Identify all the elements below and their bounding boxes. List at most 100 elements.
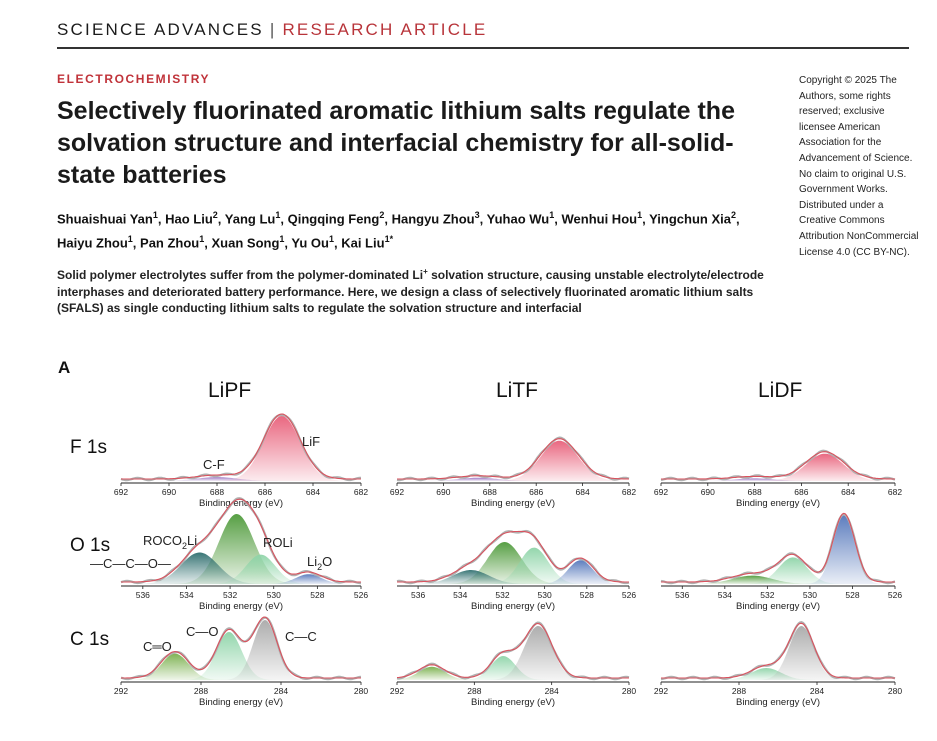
author-separator: ,: [132, 235, 141, 251]
x-tick-label: 690: [436, 487, 450, 497]
x-tick-label: 288: [467, 686, 481, 696]
annotation-ether: —C—C—O—: [90, 556, 171, 571]
x-tick-label: 528: [845, 590, 859, 600]
author-affiliation: 3: [474, 210, 480, 220]
x-tick-label: 530: [538, 590, 552, 600]
x-axis-label: Binding energy (eV): [736, 697, 820, 708]
article-type: RESEARCH ARTICLE: [282, 20, 488, 39]
x-tick-label: 682: [622, 487, 636, 497]
peak-component: [121, 554, 361, 584]
author-name: Wenhui Hou: [561, 211, 638, 227]
fitted-envelope: [661, 451, 895, 480]
journal-name: SCIENCE ADVANCES: [57, 20, 264, 39]
x-tick-label: 526: [354, 590, 368, 600]
x-tick-label: 534: [453, 590, 467, 600]
x-tick-label: 686: [529, 487, 543, 497]
x-tick-label: 280: [354, 686, 368, 696]
xps-panel-o1s-litf: 536 534 532 530 528 526 Binding energy (eV): [396, 529, 636, 612]
peak-component: [121, 477, 361, 481]
author-affiliation: 1: [127, 234, 133, 245]
x-tick-label: 526: [622, 590, 636, 600]
author-separator: ,: [554, 211, 562, 227]
author-affiliation: 2: [212, 210, 218, 220]
annotation-text: Li: [307, 554, 317, 569]
author-name: Kai Liu: [341, 235, 385, 251]
peak-component: [397, 656, 629, 680]
x-tick-label: 292: [390, 686, 404, 696]
section-label: ELECTROCHEMISTRY: [57, 72, 211, 86]
journal-header: SCIENCE ADVANCES | RESEARCH ARTICLE: [57, 20, 487, 40]
author-separator: ,: [384, 211, 392, 227]
annotation-subscript: 2: [317, 562, 322, 572]
author-affiliation: 1: [549, 210, 555, 220]
x-tick-label: 292: [654, 686, 668, 696]
annotation-c-o: C—O: [186, 624, 219, 639]
column-title-lipf: LiPF: [208, 379, 252, 402]
author-affiliation: 1: [199, 234, 205, 245]
x-tick-label: 692: [114, 487, 128, 497]
x-axis-label: Binding energy (eV): [199, 498, 283, 509]
annotation-roli: ROLi: [263, 535, 293, 550]
author-affiliation: 1: [637, 210, 643, 220]
annotation-roco2li: ROCO2Li: [143, 533, 197, 551]
x-tick-label: 686: [258, 487, 272, 497]
x-tick-label: 532: [760, 590, 774, 600]
x-tick-label: 528: [580, 590, 594, 600]
author-separator: ,: [642, 211, 650, 227]
xps-panel-o1s-lipf: 536 534 532 530 528 526 Binding energy (eV): [120, 497, 368, 612]
x-tick-label: 284: [810, 686, 824, 696]
x-tick-label: 682: [888, 487, 902, 497]
annotation-cf: C-F: [203, 457, 225, 472]
row-label-c1s: C 1s: [70, 629, 110, 650]
abstract-text-1: Solid polymer electrolytes suffer from t…: [57, 268, 424, 282]
annotation-subscript: 2: [182, 541, 187, 551]
x-axis-label: Binding energy (eV): [471, 697, 555, 708]
x-tick-label: 532: [495, 590, 509, 600]
x-tick-label: 534: [718, 590, 732, 600]
raw-spectrum: [660, 449, 896, 482]
x-tick-label: 688: [748, 487, 762, 497]
fitted-envelope: [661, 512, 895, 583]
peak-component: [121, 514, 361, 584]
x-tick-label: 684: [841, 487, 855, 497]
copyright-notice: Copyright © 2025 The Authors, some right…: [799, 75, 919, 258]
peak-component: [397, 560, 629, 584]
raw-spectrum: [396, 436, 630, 482]
peak-component: [397, 570, 629, 584]
fitted-envelope: [396, 622, 629, 679]
author-name: Yuhao Wu: [486, 211, 550, 227]
x-tick-label: 284: [545, 686, 559, 696]
author-affiliation: 1: [328, 234, 334, 245]
row-label-f1s: F 1s: [70, 437, 107, 458]
author-affiliation: 1*: [384, 234, 394, 245]
x-tick-label: 526: [888, 590, 902, 600]
fitted-envelope: [397, 438, 630, 480]
x-tick-label: 528: [310, 590, 324, 600]
abstract: Solid polymer electrolytes suffer from t…: [57, 264, 787, 317]
x-tick-label: 280: [622, 686, 636, 696]
x-tick-label: 688: [210, 487, 224, 497]
fitted-envelope: [661, 622, 895, 679]
x-axis-label: Binding energy (eV): [471, 498, 555, 509]
author-separator: ,: [280, 211, 288, 227]
peak-component: [661, 557, 895, 584]
x-tick-label: 530: [803, 590, 817, 600]
author-separator: ,: [479, 211, 487, 227]
x-tick-label: 684: [576, 487, 590, 497]
author-affiliation: 1: [279, 234, 285, 245]
author-name: Yingchun Xia: [649, 211, 731, 227]
author-affiliation: 2: [379, 210, 385, 220]
author-separator: ,: [204, 235, 212, 251]
x-axis-label: Binding energy (eV): [199, 601, 283, 612]
peak-component: [397, 547, 629, 584]
author-name: Haiyu Zhou: [57, 235, 128, 251]
header-rule: [57, 47, 909, 49]
peak-component: [121, 632, 361, 680]
author-affiliation: 1: [275, 210, 281, 220]
xps-panel-o1s-lidf: 536 534 532 530 528 526 Binding energy (eV): [660, 512, 902, 612]
x-tick-label: 288: [194, 686, 208, 696]
raw-spectrum: [120, 413, 361, 482]
author-affiliation: 2: [730, 210, 736, 220]
column-title-lidf: LiDF: [758, 379, 803, 402]
